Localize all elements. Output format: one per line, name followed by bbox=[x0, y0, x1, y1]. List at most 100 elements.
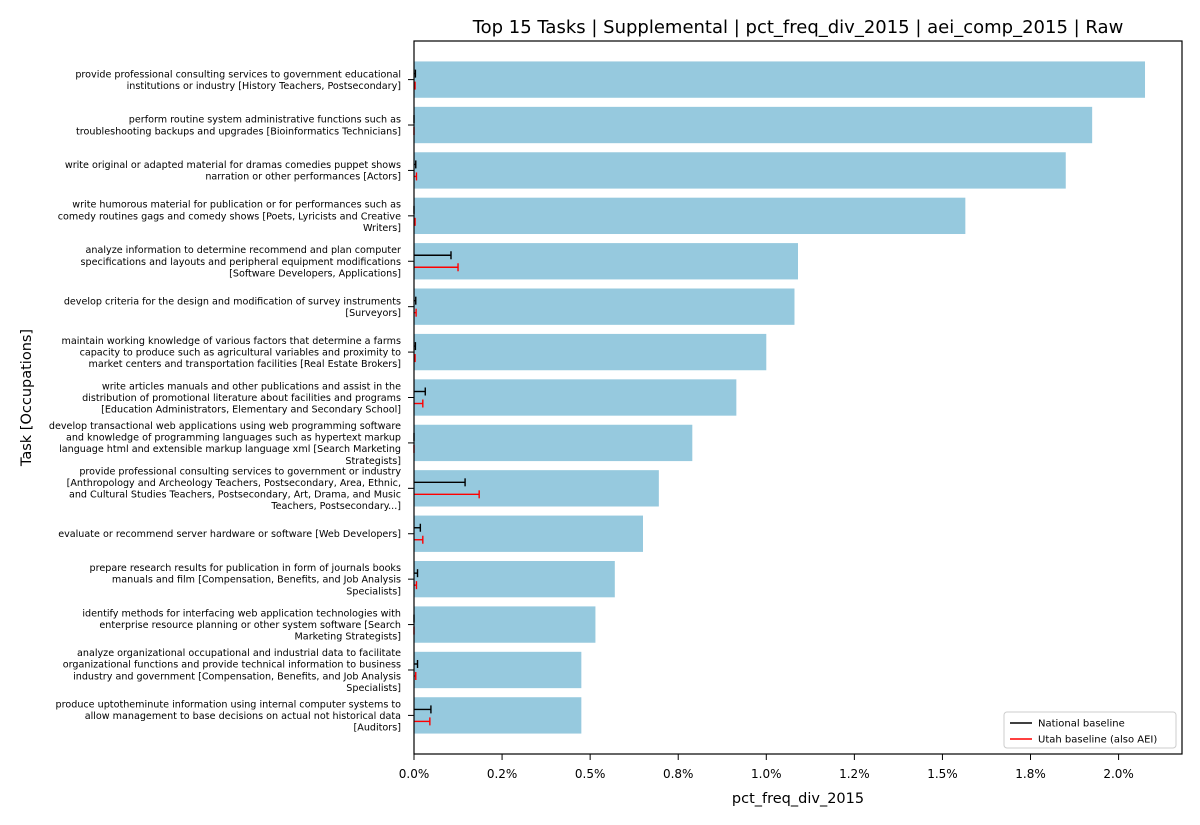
y-tick-label-14-line-1: analyze organizational occupational and … bbox=[77, 648, 401, 659]
y-tick-label-12: prepare research results for publication… bbox=[90, 563, 402, 597]
bar-8 bbox=[414, 379, 737, 416]
y-tick-labels: provide professional consulting services… bbox=[49, 69, 414, 733]
error-bar-utah-8 bbox=[414, 399, 424, 408]
y-tick-label-15: produce uptotheminute information using … bbox=[56, 699, 402, 733]
bar-5 bbox=[414, 243, 798, 280]
x-tick-label-7: 1.5% bbox=[927, 767, 958, 781]
x-tick-label-4: 0.8% bbox=[663, 767, 694, 781]
error-bar-national-5 bbox=[414, 251, 452, 260]
chart-title: Top 15 Tasks | Supplemental | pct_freq_d… bbox=[472, 17, 1124, 38]
plot-frame bbox=[413, 40, 1183, 755]
x-tick-labels: 0.0% 0.2% 0.5% 0.8% 1.0% 1.2% 1.5% 1.8% 2.0% bbox=[399, 754, 1134, 781]
y-tick-label-8: write articles manuals and other publica… bbox=[82, 381, 401, 415]
x-tick-label-9: 2.0% bbox=[1103, 767, 1134, 781]
bar-1 bbox=[414, 61, 1146, 98]
y-tick-label-10-line-2: [Anthropology and Archeology Teachers, P… bbox=[67, 478, 401, 489]
y-tick-label-2-line-1: perform routine system administrative fu… bbox=[129, 115, 401, 126]
y-tick-label-11-line-1: evaluate or recommend server hardware or… bbox=[58, 529, 401, 540]
bar-15 bbox=[414, 697, 582, 734]
y-tick-label-13-line-1: identify methods for interfacing web app… bbox=[82, 608, 401, 619]
bar-9 bbox=[414, 424, 693, 462]
y-tick-label-9-line-1: develop transactional web applications u… bbox=[49, 421, 401, 432]
y-tick-label-7-line-3: market centers and transportation facili… bbox=[88, 359, 401, 370]
y-tick-label-13: identify methods for interfacing web app… bbox=[82, 608, 401, 642]
y-tick-label-12-line-2: manuals and film [Compensation, Benefits… bbox=[112, 575, 401, 586]
y-tick-label-1-line-1: provide professional consulting services… bbox=[75, 69, 401, 80]
y-tick-label-11: evaluate or recommend server hardware or… bbox=[58, 529, 401, 540]
legend-label-utah: Utah baseline (also AEI) bbox=[1038, 735, 1157, 746]
y-tick-label-5: analyze information to determine recomme… bbox=[81, 245, 402, 279]
y-tick-label-10-line-3: and Cultural Studies Teachers, Postsecon… bbox=[69, 490, 401, 501]
y-tick-label-12-line-3: Specialists] bbox=[346, 586, 401, 597]
legend-label-national: National baseline bbox=[1038, 719, 1125, 730]
y-tick-label-4-line-3: Writers] bbox=[363, 223, 401, 234]
error-bar-utah-15 bbox=[414, 717, 431, 726]
y-tick-label-15-line-2: allow management to base decisions on ac… bbox=[85, 711, 401, 722]
error-bar-utah-11 bbox=[414, 535, 424, 544]
bar-4 bbox=[414, 197, 966, 235]
legend-box bbox=[1003, 711, 1177, 749]
y-tick-label-7-line-1: maintain working knowledge of various fa… bbox=[62, 336, 402, 347]
error-bar-utah-10 bbox=[414, 490, 480, 499]
y-tick-label-4-line-2: comedy routines gags and comedy shows [P… bbox=[58, 211, 401, 222]
y-tick-label-8-line-2: distribution of promotional literature a… bbox=[82, 393, 401, 404]
y-tick-label-12-line-1: prepare research results for publication… bbox=[90, 563, 402, 574]
y-tick-label-14-line-4: Specialists] bbox=[346, 683, 401, 694]
bar-13 bbox=[414, 606, 596, 643]
error-bar-national-15 bbox=[414, 705, 432, 714]
y-tick-label-5-line-2: specifications and layouts and periphera… bbox=[81, 257, 401, 268]
y-tick-label-7: maintain working knowledge of various fa… bbox=[62, 336, 402, 370]
y-tick-label-8-line-3: [Education Administrators, Elementary an… bbox=[101, 405, 401, 416]
error-bar-national-8 bbox=[414, 387, 426, 396]
bar-12 bbox=[414, 560, 615, 598]
y-tick-label-5-line-3: [Software Developers, Applications] bbox=[229, 268, 401, 279]
y-tick-label-10-line-1: provide professional consulting services… bbox=[79, 466, 401, 477]
y-tick-label-15-line-3: [Auditors] bbox=[354, 722, 401, 733]
y-tick-label-2-line-2: troubleshooting backups and upgrades [Bi… bbox=[76, 126, 401, 137]
error-bar-national-11 bbox=[414, 523, 422, 532]
y-tick-label-14: analyze organizational occupational and … bbox=[63, 648, 401, 694]
y-tick-label-9-line-4: Strategists] bbox=[345, 456, 401, 467]
y-tick-label-3-line-2: narration or other performances [Actors] bbox=[205, 172, 401, 183]
y-tick-label-15-line-1: produce uptotheminute information using … bbox=[56, 699, 402, 710]
y-axis-label: Task [Occupations] bbox=[19, 329, 35, 467]
bar-7 bbox=[414, 333, 767, 371]
x-tick-label-8: 1.8% bbox=[1015, 767, 1046, 781]
bars-layer bbox=[414, 61, 1146, 734]
y-tick-label-6: develop criteria for the design and modi… bbox=[64, 296, 401, 319]
y-tick-label-9: develop transactional web applications u… bbox=[49, 421, 401, 467]
y-tick-label-13-line-2: enterprise resource planning or other sy… bbox=[99, 620, 401, 631]
y-tick-label-14-line-3: industry and government [Compensation, B… bbox=[73, 671, 401, 682]
y-tick-label-1: provide professional consulting services… bbox=[75, 69, 401, 92]
bar-3 bbox=[414, 152, 1066, 189]
x-tick-label-5: 1.0% bbox=[751, 767, 782, 781]
y-tick-label-5-line-1: analyze information to determine recomme… bbox=[86, 245, 402, 256]
y-tick-label-10-line-4: Teachers, Postsecondary...] bbox=[270, 501, 401, 512]
x-axis-label: pct_freq_div_2015 bbox=[732, 791, 864, 807]
x-tick-label-6: 1.2% bbox=[839, 767, 870, 781]
y-tick-label-13-line-3: Marketing Strategists] bbox=[295, 632, 401, 643]
y-tick-label-4-line-1: write humorous material for publication … bbox=[72, 200, 401, 211]
y-tick-label-2: perform routine system administrative fu… bbox=[76, 115, 401, 138]
y-tick-label-6-line-1: develop criteria for the design and modi… bbox=[64, 296, 401, 307]
x-tick-label-3: 0.5% bbox=[575, 767, 606, 781]
y-tick-label-9-line-2: and knowledge of programming languages s… bbox=[66, 433, 401, 444]
bar-11 bbox=[414, 515, 643, 552]
y-tick-label-7-line-2: capacity to produce such as agricultural… bbox=[80, 348, 402, 359]
bar-2 bbox=[414, 106, 1093, 144]
y-tick-label-3: write original or adapted material for d… bbox=[65, 160, 401, 183]
bar-10 bbox=[414, 470, 659, 507]
y-tick-label-8-line-1: write articles manuals and other publica… bbox=[102, 381, 401, 392]
y-tick-label-10: provide professional consulting services… bbox=[67, 466, 402, 512]
y-tick-label-4: write humorous material for publication … bbox=[58, 200, 401, 234]
legend: National baseline Utah baseline (also AEI… bbox=[1003, 711, 1177, 749]
y-tick-label-3-line-1: write original or adapted material for d… bbox=[65, 160, 401, 171]
y-tick-label-14-line-2: organizational functions and provide tec… bbox=[63, 660, 401, 671]
bar-6 bbox=[414, 288, 795, 325]
error-bar-utah-5 bbox=[414, 263, 459, 272]
y-tick-label-6-line-2: [Surveyors] bbox=[345, 308, 401, 319]
y-tick-label-1-line-2: institutions or industry [History Teache… bbox=[127, 81, 401, 92]
x-tick-label-1: 0.0% bbox=[399, 767, 430, 781]
y-tick-label-9-line-3: language html and extensible markup lang… bbox=[59, 444, 401, 455]
